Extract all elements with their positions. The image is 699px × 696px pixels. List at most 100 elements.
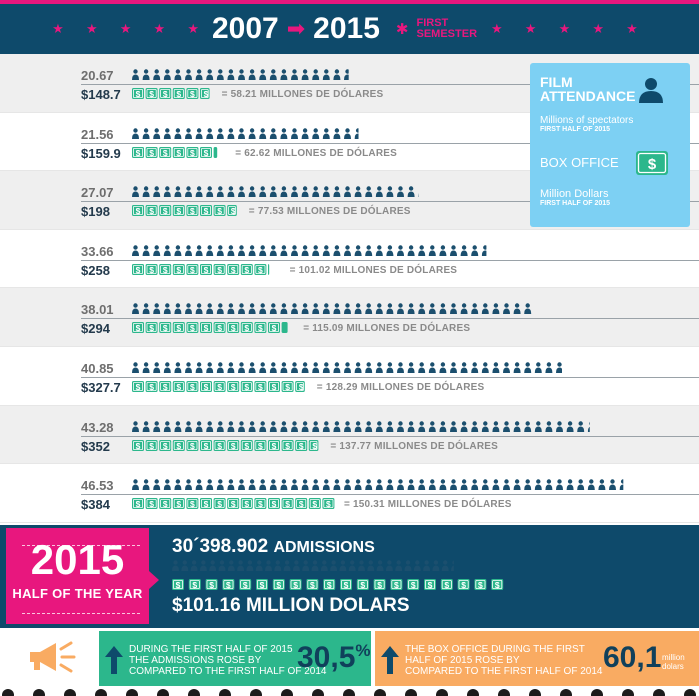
person-mark <box>227 303 235 315</box>
bill-mark: $ <box>145 205 158 217</box>
bill-mark: $ <box>159 146 172 158</box>
decor-dot <box>622 689 634 696</box>
person-mark <box>259 303 267 315</box>
person-mark <box>132 420 139 432</box>
person-mark <box>556 479 563 491</box>
bill-mark: $ <box>159 88 172 99</box>
legend-film-sub: Millions of spectators <box>540 115 634 126</box>
person-mark <box>312 186 320 198</box>
boxoffice-label: $384 <box>81 497 110 513</box>
person-mark-partial <box>481 245 487 256</box>
green-line-3: COMPARED TO THE FIRST HALF OF 2014 <box>129 666 327 677</box>
person-mark <box>163 420 171 432</box>
bill-mark: $ <box>132 88 144 99</box>
admissions-rise-text: DURING THE FIRST HALF OF 2015 THE ADMISS… <box>129 644 326 677</box>
person-icon <box>639 78 663 103</box>
chart-row: 33.66 $258 $ $ $ $ $ $ $ $ $ $ = 101.02 MILLONES DE … <box>0 230 699 289</box>
svg-text:$: $ <box>299 441 304 451</box>
person-mark <box>132 362 139 373</box>
decor-dot <box>560 689 572 696</box>
person-mark <box>153 420 161 432</box>
bill-mark: $ <box>145 88 158 99</box>
person-mark <box>545 362 553 373</box>
attendance-label: 38.01 <box>81 302 114 318</box>
person-mark <box>174 362 182 373</box>
row-divider <box>81 318 699 320</box>
person-mark <box>397 420 404 432</box>
summary-person-mark <box>395 560 403 571</box>
person-mark <box>301 303 309 315</box>
boxoffice-label: $352 <box>81 438 110 454</box>
up-arrow-icon <box>381 646 399 674</box>
person-mark <box>291 303 298 315</box>
person-mark <box>333 186 341 198</box>
person-mark <box>216 69 224 80</box>
svg-text:$: $ <box>285 382 290 392</box>
person-mark <box>460 362 468 373</box>
svg-text:$: $ <box>217 323 222 333</box>
person-mark <box>248 479 256 491</box>
bill-mark: $ <box>281 439 294 451</box>
person-mark <box>291 420 298 432</box>
row-divider <box>81 259 699 261</box>
person-mark <box>195 245 203 256</box>
summary-bill-mark: $ <box>340 579 352 590</box>
summary-person-mark <box>404 560 412 571</box>
conversion-label: = 115.09 MILLONES DE DÓLARES <box>303 323 471 335</box>
bill-mark: $ <box>227 322 240 334</box>
person-mark <box>238 245 245 256</box>
summary-person-mark <box>320 560 328 571</box>
svg-text:$: $ <box>176 265 181 275</box>
boxoffice-label: $148.7 <box>81 87 121 102</box>
summary-bill-mark: $ <box>440 579 453 590</box>
person-mark <box>174 127 182 139</box>
bill-mark: $ <box>254 498 267 510</box>
person-mark <box>216 479 224 491</box>
svg-text:$: $ <box>176 499 181 509</box>
person-mark <box>259 186 267 198</box>
person-mark <box>471 420 479 432</box>
svg-text:$: $ <box>217 382 222 392</box>
person-mark <box>333 245 341 256</box>
bill-mark-partial <box>268 263 270 275</box>
person-mark <box>248 69 256 80</box>
person-mark <box>142 420 150 432</box>
person-mark <box>238 479 245 491</box>
person-mark <box>333 127 341 139</box>
person-mark <box>301 362 309 373</box>
person-mark <box>439 479 447 491</box>
person-mark <box>216 420 224 432</box>
svg-text:$: $ <box>258 323 263 333</box>
svg-text:$: $ <box>478 580 483 590</box>
orange-unit-1: million <box>662 653 685 662</box>
bottom-stats: DURING THE FIRST HALF OF 2015 THE ADMISS… <box>0 628 699 688</box>
person-mark <box>609 479 616 491</box>
person-mark <box>153 303 161 315</box>
attendance-label: 27.07 <box>81 185 114 201</box>
boxoffice-bills: $ $ $ $ $ $ <box>132 146 218 158</box>
summary-person-mark <box>227 560 235 571</box>
svg-text:$: $ <box>360 580 365 590</box>
arrow-right-icon: ➡ <box>286 16 306 42</box>
summary-person-mark <box>367 560 375 571</box>
person-mark <box>206 303 214 315</box>
orange-line-3: COMPARED TO THE FIRST HALF OF 2014 <box>405 666 603 677</box>
svg-text:$: $ <box>495 580 500 590</box>
bill-mark: $ <box>213 498 226 510</box>
svg-text:$: $ <box>163 265 168 275</box>
svg-text:$: $ <box>204 89 209 99</box>
row-divider <box>81 494 699 496</box>
bill-mark: $ <box>186 146 199 158</box>
decor-dot <box>498 689 510 696</box>
person-mark <box>227 245 235 256</box>
svg-text:$: $ <box>176 206 181 216</box>
green-line-2: THE ADMISSIONS ROSE BY <box>129 655 262 666</box>
decor-dot <box>157 689 169 696</box>
decor-dot <box>374 689 386 696</box>
person-mark <box>248 186 256 198</box>
person-mark <box>269 127 277 139</box>
decor-dot <box>64 689 76 696</box>
person-mark <box>375 362 383 373</box>
svg-text:$: $ <box>136 499 141 509</box>
svg-text:$: $ <box>163 323 168 333</box>
